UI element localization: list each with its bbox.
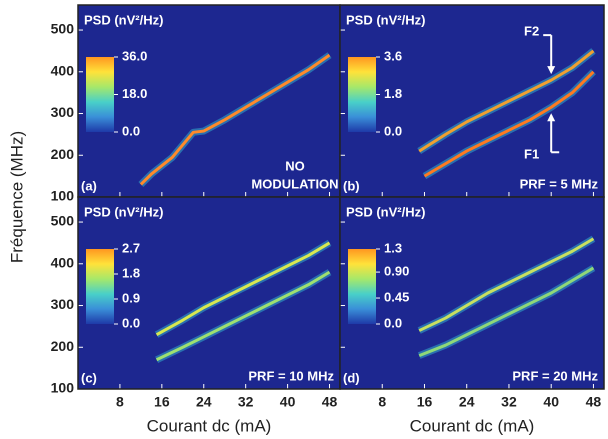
- ridge: [418, 266, 595, 358]
- x-tick-label: 8: [378, 394, 386, 410]
- colorbar-tick-label: 0.45: [384, 289, 409, 304]
- y-tick-label: 100: [51, 380, 75, 396]
- x-tick-label: 24: [459, 394, 475, 410]
- colorbar-title: PSD (nV²/Hz): [346, 204, 425, 219]
- colorbar-tick-label: 3.6: [384, 48, 402, 63]
- y-tick-label: 400: [51, 254, 75, 270]
- y-tick-label: 200: [51, 146, 75, 162]
- x-tick-label: 24: [196, 394, 212, 410]
- panel-label: (b): [343, 178, 360, 193]
- x-axis-label: Courant dc (mA): [147, 416, 272, 435]
- y-tick-label: 400: [51, 62, 75, 78]
- x-tick-label: 32: [501, 394, 517, 410]
- colorbar-tick-label: 0.0: [122, 315, 140, 330]
- colorbar-tick-label: 0.0: [384, 123, 402, 138]
- x-tick-label: 16: [154, 394, 170, 410]
- x-tick-label: 32: [238, 394, 254, 410]
- series-label: F1: [524, 147, 539, 162]
- plot-area: [78, 197, 340, 389]
- ridge: [418, 49, 595, 153]
- x-tick-label: 40: [543, 394, 559, 410]
- colorbar-tick-label: 1.3: [384, 240, 402, 255]
- ridge: [423, 70, 595, 178]
- x-axis-label: Courant dc (mA): [410, 416, 535, 435]
- annotation: PRF = 5 MHz: [520, 176, 599, 191]
- arrow-head: [547, 66, 556, 75]
- annotation: PRF = 20 MHz: [512, 368, 598, 383]
- x-tick-label: 48: [586, 394, 602, 410]
- colorbar-title: PSD (nV²/Hz): [84, 204, 163, 219]
- ridge: [418, 237, 595, 332]
- panel-label: (d): [343, 370, 360, 385]
- colorbar-title: PSD (nV²/Hz): [84, 12, 163, 27]
- annotation: NO: [285, 158, 305, 173]
- colorbar-tick-label: 1.8: [384, 86, 402, 101]
- panel-label: (a): [81, 178, 97, 193]
- colorbar: [348, 249, 376, 324]
- annotation: MODULATION: [251, 176, 338, 191]
- y-tick-label: 500: [51, 21, 75, 37]
- x-tick-label: 48: [322, 394, 338, 410]
- y-tick-label: 300: [51, 296, 75, 312]
- colorbar-tick-label: 18.0: [122, 86, 147, 101]
- ridge: [155, 270, 331, 362]
- arrow-head: [547, 113, 556, 122]
- plot-area: [78, 5, 340, 197]
- colorbar: [86, 249, 114, 324]
- colorbar: [86, 57, 114, 132]
- y-tick-label: 200: [51, 338, 75, 354]
- y-axis-label: Fréquence (MHz): [7, 131, 26, 263]
- panel-label: (c): [81, 370, 97, 385]
- annotation: PRF = 10 MHz: [248, 368, 334, 383]
- colorbar-tick-label: 0.90: [384, 264, 409, 279]
- colorbar-tick-label: 1.8: [122, 265, 140, 280]
- colorbar-tick-label: 0.0: [384, 315, 402, 330]
- y-tick-label: 500: [51, 213, 75, 229]
- colorbar: [348, 57, 376, 132]
- colorbar-tick-label: 0.0: [122, 123, 140, 138]
- x-tick-label: 16: [417, 394, 433, 410]
- plot-frame: [339, 196, 605, 390]
- ridge: [155, 241, 331, 337]
- colorbar-tick-label: 36.0: [122, 48, 147, 63]
- colorbar-title: PSD (nV²/Hz): [346, 12, 425, 27]
- y-tick-label: 300: [51, 104, 75, 120]
- x-tick-label: 40: [280, 394, 296, 410]
- ridge: [139, 53, 331, 186]
- plot-area: [340, 197, 604, 389]
- x-tick-label: 8: [116, 394, 124, 410]
- y-tick-label: 100: [51, 188, 75, 204]
- colorbar-tick-label: 2.7: [122, 240, 140, 255]
- series-label: F2: [524, 24, 539, 39]
- colorbar-tick-label: 0.9: [122, 290, 140, 305]
